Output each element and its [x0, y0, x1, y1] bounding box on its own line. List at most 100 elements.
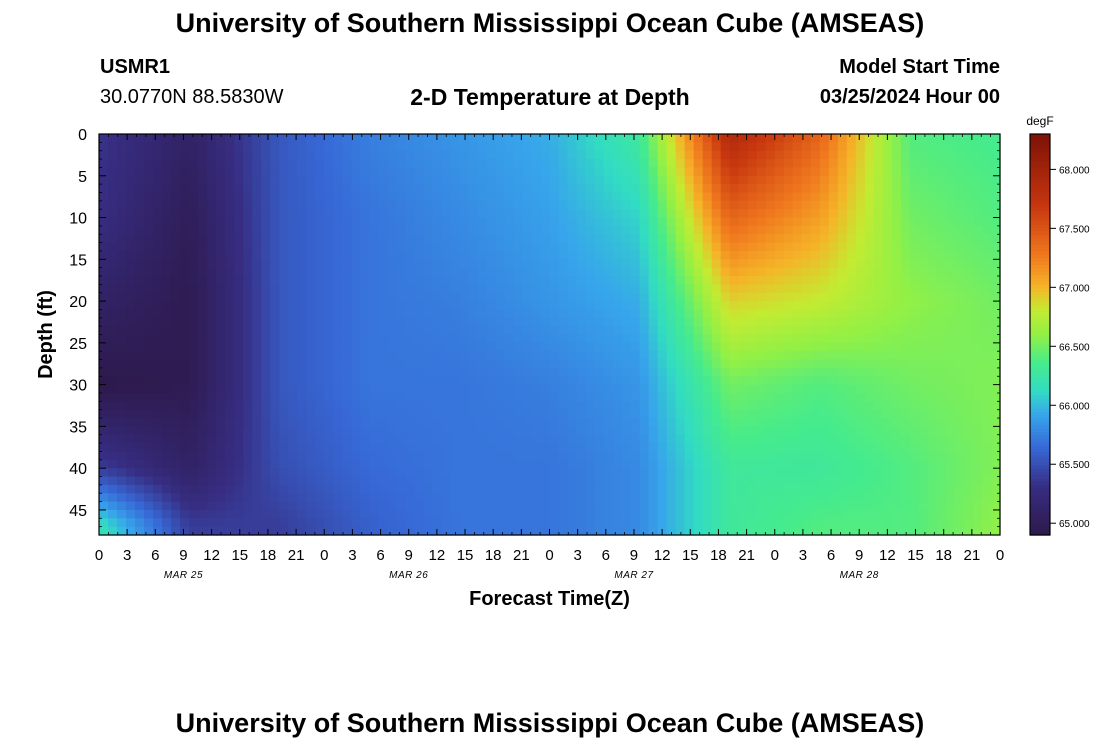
heatmap-cell [576, 301, 587, 311]
heatmap-cell [306, 501, 316, 511]
heatmap-cell [927, 209, 938, 219]
heatmap-cell [531, 292, 542, 302]
heatmap-cell [801, 493, 812, 503]
heatmap-cell [261, 184, 271, 194]
heatmap-cell [207, 501, 217, 511]
heatmap-cell [198, 292, 208, 302]
heatmap-cell [972, 175, 983, 185]
heatmap-cell [378, 167, 388, 177]
heatmap-cell [99, 200, 109, 210]
heatmap-cell [810, 367, 821, 377]
heatmap-cell [720, 476, 731, 486]
heatmap-cell [963, 526, 974, 536]
heatmap-cell [531, 509, 542, 519]
heatmap-cell [234, 342, 244, 352]
heatmap-cell [252, 443, 262, 453]
heatmap-cell [333, 200, 343, 210]
heatmap-cell [441, 443, 451, 453]
heatmap-cell [945, 184, 956, 194]
heatmap-cell [549, 317, 560, 327]
heatmap-cell [810, 284, 821, 294]
heatmap-cell [900, 309, 911, 319]
heatmap-cell [603, 250, 614, 260]
heatmap-cell [612, 225, 623, 235]
heatmap-cell [333, 476, 343, 486]
heatmap-cell [468, 493, 479, 503]
heatmap-cell [576, 292, 587, 302]
heatmap-cell [414, 351, 424, 361]
heatmap-cell [333, 175, 343, 185]
heatmap-cell [531, 225, 542, 235]
heatmap-cell [576, 267, 587, 277]
heatmap-cell [405, 376, 415, 386]
heatmap-cell [360, 501, 370, 511]
heatmap-cell [225, 334, 235, 344]
heatmap-cell [792, 484, 803, 494]
heatmap-cell [792, 501, 803, 511]
heatmap-cell [837, 217, 848, 227]
heatmap-cell [711, 351, 722, 361]
heatmap-cell [144, 526, 154, 536]
heatmap-cell [882, 159, 893, 169]
heatmap-cell [441, 184, 451, 194]
temperature-depth-chart: 0 3 6 9 12 15 18 21 0 3 6 9 12 15 18 21 0 3 6 9 12 15 18 21 0 3 6 9… [35, 114, 1090, 610]
heatmap-cell [261, 134, 271, 143]
heatmap-cell [936, 493, 947, 503]
heatmap-cell [864, 159, 875, 169]
heatmap-cell [504, 476, 515, 486]
heatmap-cell [981, 259, 992, 269]
heatmap-cell [630, 259, 641, 269]
heatmap-cell [342, 234, 352, 244]
heatmap-cell [882, 209, 893, 219]
heatmap-cell [99, 184, 109, 194]
heatmap-cell [405, 267, 415, 277]
heatmap-cell [756, 234, 767, 244]
heatmap-cell [180, 476, 190, 486]
heatmap-cell [828, 200, 839, 210]
heatmap-cell [162, 167, 172, 177]
heatmap-cell [459, 376, 470, 386]
heatmap-cell [288, 259, 298, 269]
heatmap-cell [693, 150, 704, 160]
heatmap-cell [684, 451, 695, 461]
heatmap-cell [387, 342, 397, 352]
heatmap-cell [414, 175, 424, 185]
heatmap-cell [450, 159, 460, 169]
heatmap-cell [504, 200, 515, 210]
heatmap-cell [279, 392, 289, 402]
heatmap-cell [495, 476, 506, 486]
heatmap-cell [675, 326, 686, 336]
heatmap-cell [171, 326, 181, 336]
heatmap-cell [981, 526, 992, 536]
heatmap-cell [603, 518, 614, 528]
heatmap-cell [189, 459, 199, 469]
heatmap-cell [792, 175, 803, 185]
heatmap-cell [297, 184, 307, 194]
heatmap-cell [189, 301, 199, 311]
heatmap-cell [135, 501, 145, 511]
heatmap-cell [981, 484, 992, 494]
heatmap-cell [171, 142, 181, 152]
heatmap-cell [531, 242, 542, 252]
heatmap-cell [144, 259, 154, 269]
heatmap-cell [405, 259, 415, 269]
heatmap-cell [981, 200, 992, 210]
heatmap-cell [675, 367, 686, 377]
heatmap-cell [549, 493, 560, 503]
heatmap-cell [216, 518, 226, 528]
heatmap-cell [756, 518, 767, 528]
heatmap-cell [396, 142, 406, 152]
heatmap-cell [207, 292, 217, 302]
heatmap-cell [738, 459, 749, 469]
heatmap-cell [153, 142, 163, 152]
heatmap-cell [216, 284, 226, 294]
heatmap-cell [909, 209, 920, 219]
heatmap-cell [666, 292, 677, 302]
heatmap-cell [945, 518, 956, 528]
heatmap-cell [828, 484, 839, 494]
heatmap-cell [459, 309, 470, 319]
heatmap-cell [711, 468, 722, 478]
heatmap-cell [387, 326, 397, 336]
heatmap-cell [396, 376, 406, 386]
heatmap-cell [927, 234, 938, 244]
